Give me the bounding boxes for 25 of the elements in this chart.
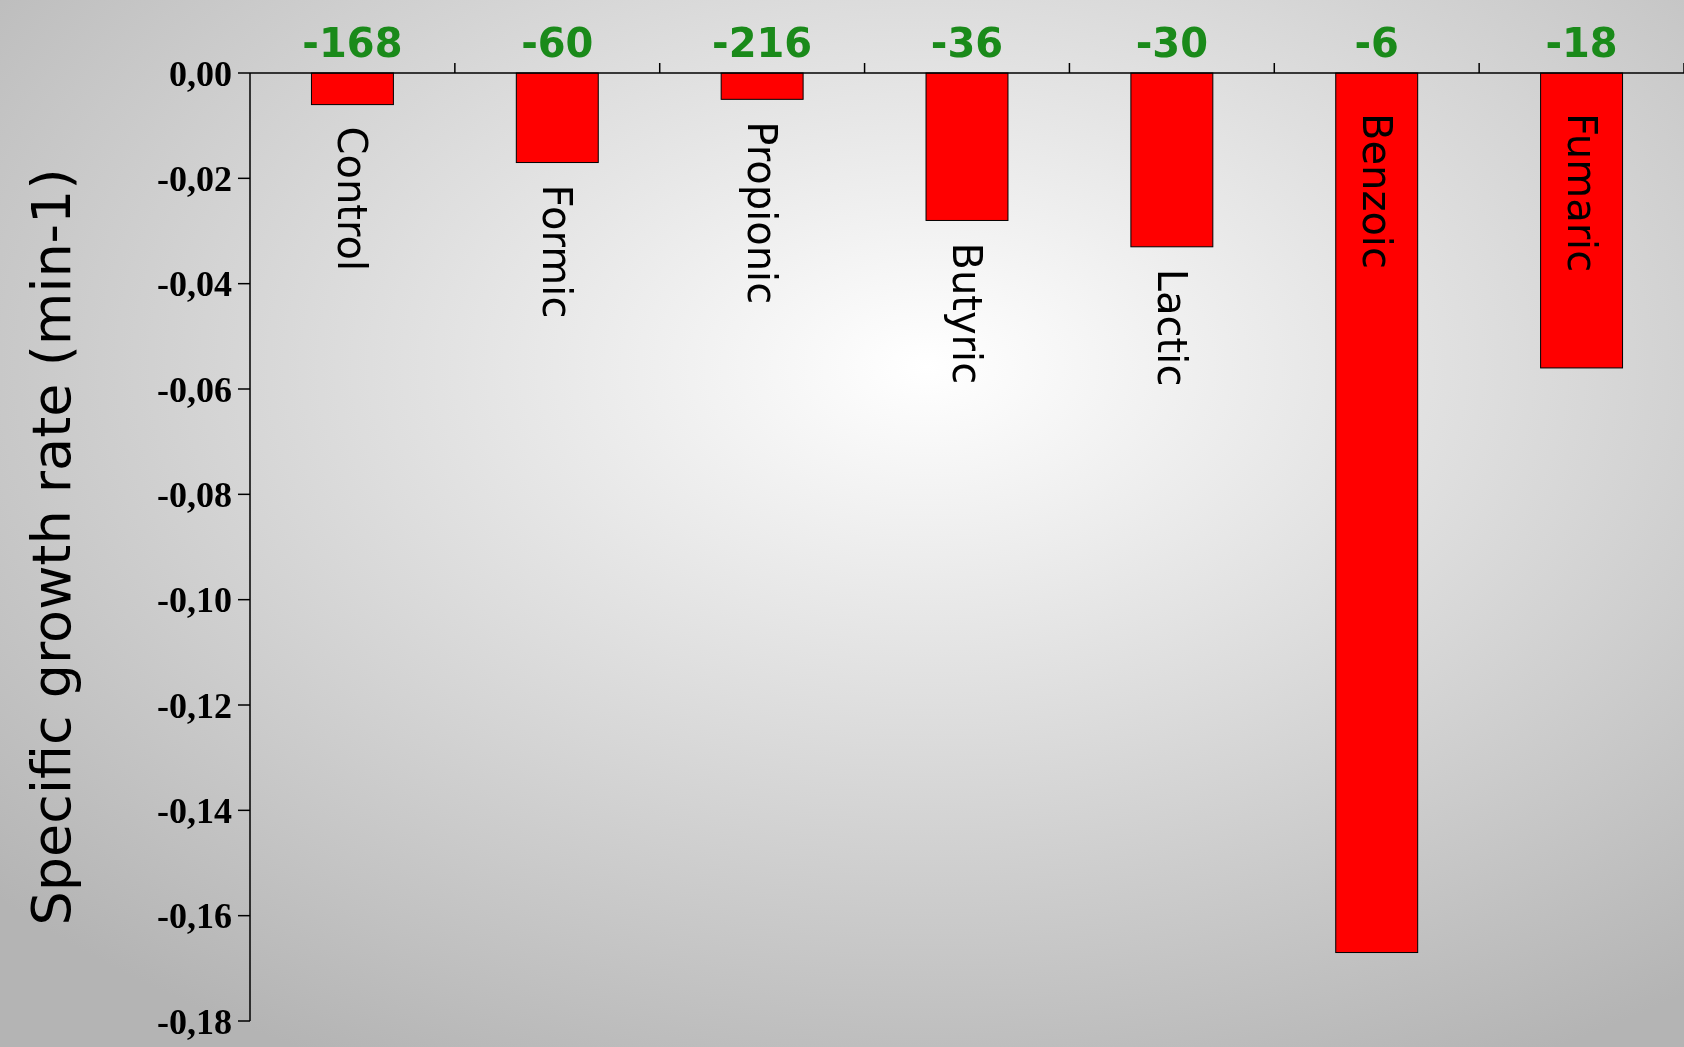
- x-tick-label: Control: [329, 126, 376, 272]
- x-tick-label: Benzoic: [1353, 113, 1400, 269]
- y-tick-label: -0,06: [157, 369, 232, 410]
- text: -6: [1354, 20, 1399, 66]
- x-tick-label: Propionic: [739, 121, 786, 305]
- y-tick-label: -0,10: [157, 580, 232, 621]
- y-tick-label: -0,02: [157, 158, 232, 199]
- y-tick-label: -0,14: [157, 790, 232, 831]
- y-tick-label: -0,16: [157, 896, 232, 937]
- x-tick-label: Fumaric: [1558, 113, 1605, 273]
- y-tick-label: -0,08: [157, 474, 232, 515]
- x-tick-label: Formic: [534, 184, 581, 319]
- y-tick-label: -0,12: [157, 685, 232, 726]
- text: -168: [302, 20, 403, 66]
- x-tick-label: Butyric: [944, 242, 990, 385]
- x-tick-label: Lactic: [1148, 268, 1195, 387]
- y-axis-title: Specific growth rate (min-1): [20, 168, 83, 926]
- text: -36: [930, 20, 1004, 66]
- y-tick-label: 0,00: [169, 53, 232, 94]
- text: -30: [1135, 20, 1208, 66]
- y-tick-label: -0,04: [157, 264, 232, 305]
- text: -216: [712, 20, 813, 66]
- text: -18: [1545, 20, 1618, 66]
- y-tick-label: -0,18: [157, 1001, 232, 1042]
- text: -60: [521, 20, 594, 66]
